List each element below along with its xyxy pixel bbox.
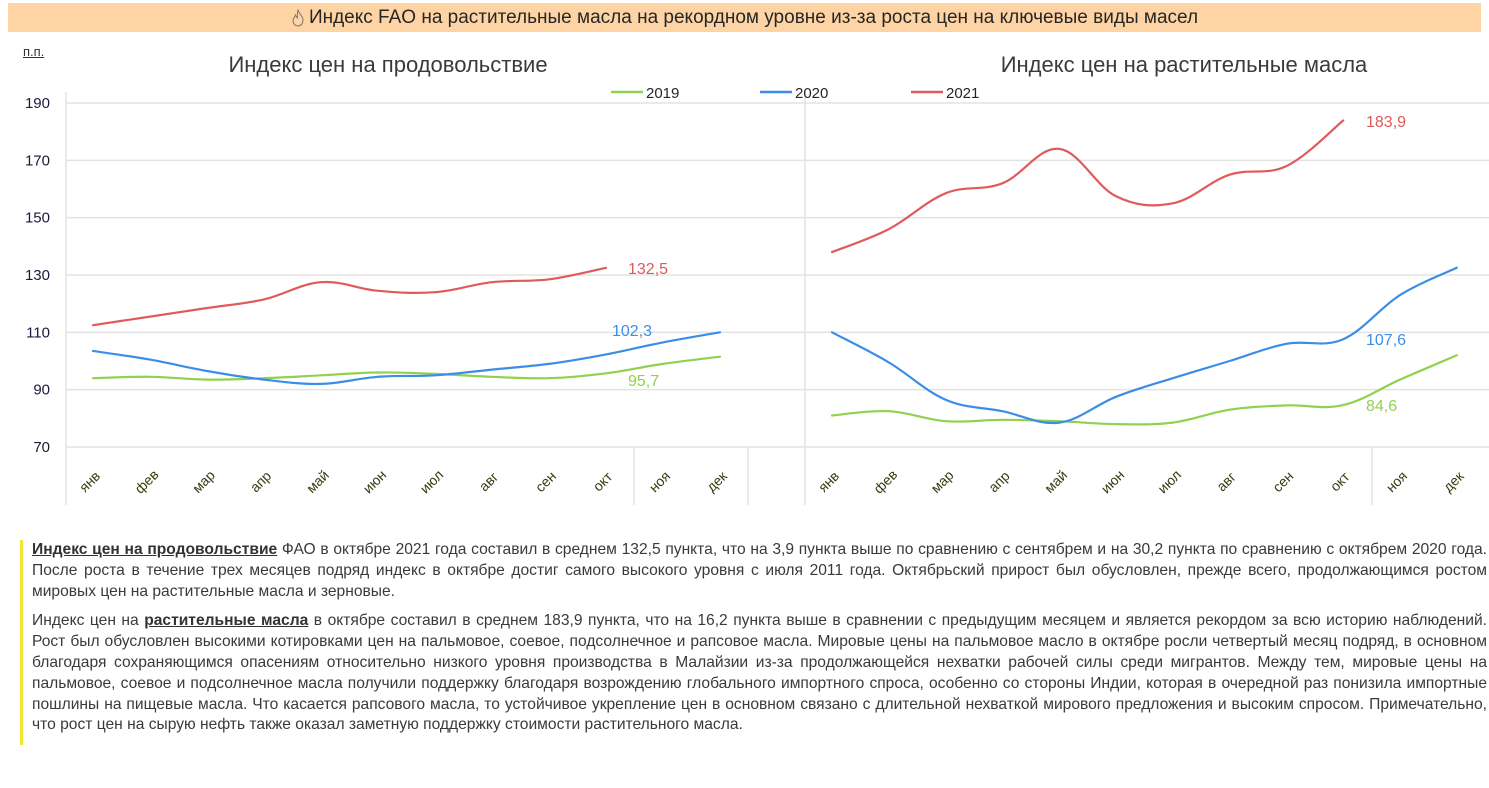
legend-label-2020: 2020 [795, 85, 828, 102]
y-tick-label: 90 [33, 382, 50, 399]
data-label-2020: 102,3 [612, 323, 652, 340]
x-tick-label: июн [1098, 467, 1128, 497]
x-tick-label: окт [590, 468, 616, 494]
y-tick-label: 110 [26, 324, 50, 341]
x-tick-label: апр [985, 467, 1013, 495]
commentary: Индекс цен на продовольствие ФАО в октяб… [20, 540, 1487, 746]
x-tick-label: июн [360, 467, 390, 497]
chart-title: Индекс цен на растительные масла [1001, 52, 1368, 77]
x-tick-label: ноя [1383, 468, 1411, 496]
data-label-2019: 84,6 [1366, 398, 1397, 415]
x-tick-label: дек [703, 467, 731, 495]
x-tick-label: мар [927, 467, 956, 496]
x-tick-label: дек [1440, 467, 1468, 495]
paragraph-text: Индекс цен на [32, 612, 145, 630]
x-tick-label: янв [815, 468, 842, 495]
chart-food-index: Индекс цен на продовольствие 70 90 110 130 15… [25, 52, 748, 505]
y-tick-label: 190 [25, 95, 50, 112]
x-tick-label: фев [870, 466, 900, 496]
chart-title: Индекс цен на продовольствие [228, 52, 547, 77]
x-tick-label: янв [76, 468, 103, 495]
y-tick-label: 130 [25, 267, 50, 284]
x-tick-label: мар [189, 467, 218, 496]
y-tick-label: 170 [25, 152, 50, 169]
header-banner: Индекс FAO на растительные масла на реко… [8, 3, 1481, 32]
x-tick-label: авг [476, 469, 502, 495]
series-line-2019 [830, 354, 1458, 426]
x-tick-label: авг [1213, 469, 1239, 495]
data-label-2020: 107,6 [1366, 332, 1406, 349]
x-tick-label: май [303, 467, 332, 496]
paragraph-food-index: Индекс цен на продовольствие ФАО в октяб… [32, 540, 1487, 602]
paragraph-text: ФАО в октябре 2021 года составил в средн… [32, 541, 1487, 600]
food-index-link[interactable]: Индекс цен на продовольствие [32, 541, 278, 558]
series-line-2019 [91, 355, 722, 381]
series-line-2020 [830, 266, 1458, 425]
legend-label-2019: 2019 [646, 85, 679, 102]
x-tick-label: окт [1327, 468, 1353, 494]
x-tick-label: сен [532, 468, 559, 495]
series-line-2020 [91, 331, 722, 386]
y-tick-label: 150 [25, 210, 50, 227]
x-tick-label: сен [1269, 468, 1296, 495]
series-line-2021 [91, 266, 608, 327]
x-tick-label: ноя [646, 468, 674, 496]
legend: 2019 2020 2021 [611, 85, 979, 102]
legend-label-2021: 2021 [946, 85, 979, 102]
data-label-2019: 95,7 [628, 373, 659, 390]
data-label-2021: 183,9 [1366, 114, 1406, 131]
paragraph-vegoil-index: Индекс цен на растительные масла в октяб… [32, 611, 1487, 736]
charts-area: Индекс цен на продовольствие 70 90 110 130 15… [25, 52, 1489, 505]
series-line-2021 [830, 119, 1345, 254]
x-tick-label: апр [247, 467, 275, 495]
data-label-2021: 132,5 [628, 261, 668, 278]
paragraph-text: в октябре составил в среднем 183,9 пункт… [32, 612, 1487, 734]
x-tick-label: июл [1154, 467, 1184, 497]
unit-label: п.п. [23, 44, 45, 59]
flame-icon [292, 8, 304, 27]
y-tick-label: 70 [33, 439, 50, 456]
x-tick-label: май [1041, 467, 1070, 496]
vegoil-link[interactable]: растительные масла [144, 612, 309, 630]
x-tick-label: фев [131, 466, 161, 496]
header-title: Индекс FAO на растительные масла на реко… [308, 6, 1199, 28]
x-tick-label: июл [417, 467, 447, 497]
